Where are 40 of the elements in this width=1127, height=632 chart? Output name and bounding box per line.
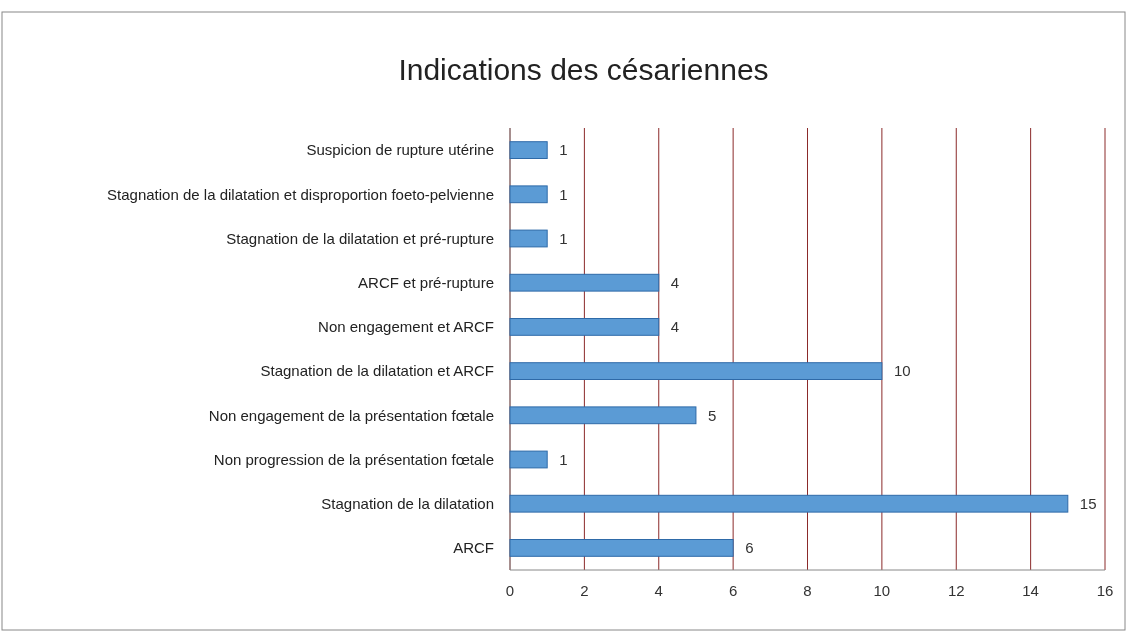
y-tick-label: Stagnation de la dilatation et pré-rupture: [226, 229, 494, 247]
bar: [509, 141, 548, 159]
data-label: 1: [559, 229, 568, 247]
data-label: 1: [559, 185, 568, 203]
x-tick-label: 16: [1096, 582, 1114, 599]
bar: [509, 539, 734, 557]
x-tick-label: 6: [728, 582, 738, 599]
bar: [509, 318, 660, 336]
x-tick-label: 2: [580, 582, 589, 599]
bar: [509, 273, 660, 292]
bar: [509, 406, 697, 425]
x-tick-label: 8: [803, 582, 812, 599]
y-tick-label: ARCF: [453, 539, 494, 557]
x-tick-label: 10: [873, 582, 891, 599]
y-tick-label: Non engagement de la présentation fœtale: [208, 406, 494, 424]
bar: [509, 494, 1069, 513]
data-label: 10: [893, 362, 911, 380]
bar: [509, 450, 548, 469]
x-tick-label: 4: [654, 582, 663, 599]
data-label: 4: [670, 273, 680, 291]
y-tick-label: Stagnation de la dilatation et disproportion foeto-pelvienne: [107, 185, 494, 203]
y-tick-label: Stagnation de la dilatation: [321, 494, 494, 512]
y-tick-label: Non engagement et ARCF: [318, 318, 494, 336]
y-tick-label: Stagnation de la dilatation et ARCF: [260, 362, 494, 380]
y-tick-label: Suspicion de rupture utérine: [306, 141, 494, 159]
bar: [509, 229, 548, 248]
data-label: 5: [707, 406, 717, 424]
x-tick-label: 0: [505, 582, 515, 599]
data-label: 6: [745, 539, 754, 557]
bar: [509, 185, 548, 204]
y-tick-label: Non progression de la présentation fœtale: [213, 450, 494, 468]
y-tick-label: ARCF et pré-rupture: [358, 273, 494, 291]
data-label: 4: [670, 318, 680, 336]
x-tick-label: 12: [947, 582, 965, 599]
bar: [509, 362, 883, 380]
data-label: 1: [559, 141, 568, 159]
chart-title: Indications des césariennes: [398, 53, 769, 86]
x-tick-label: 14: [1022, 582, 1039, 599]
data-label: 1: [559, 450, 568, 468]
data-label: 15: [1079, 494, 1097, 512]
